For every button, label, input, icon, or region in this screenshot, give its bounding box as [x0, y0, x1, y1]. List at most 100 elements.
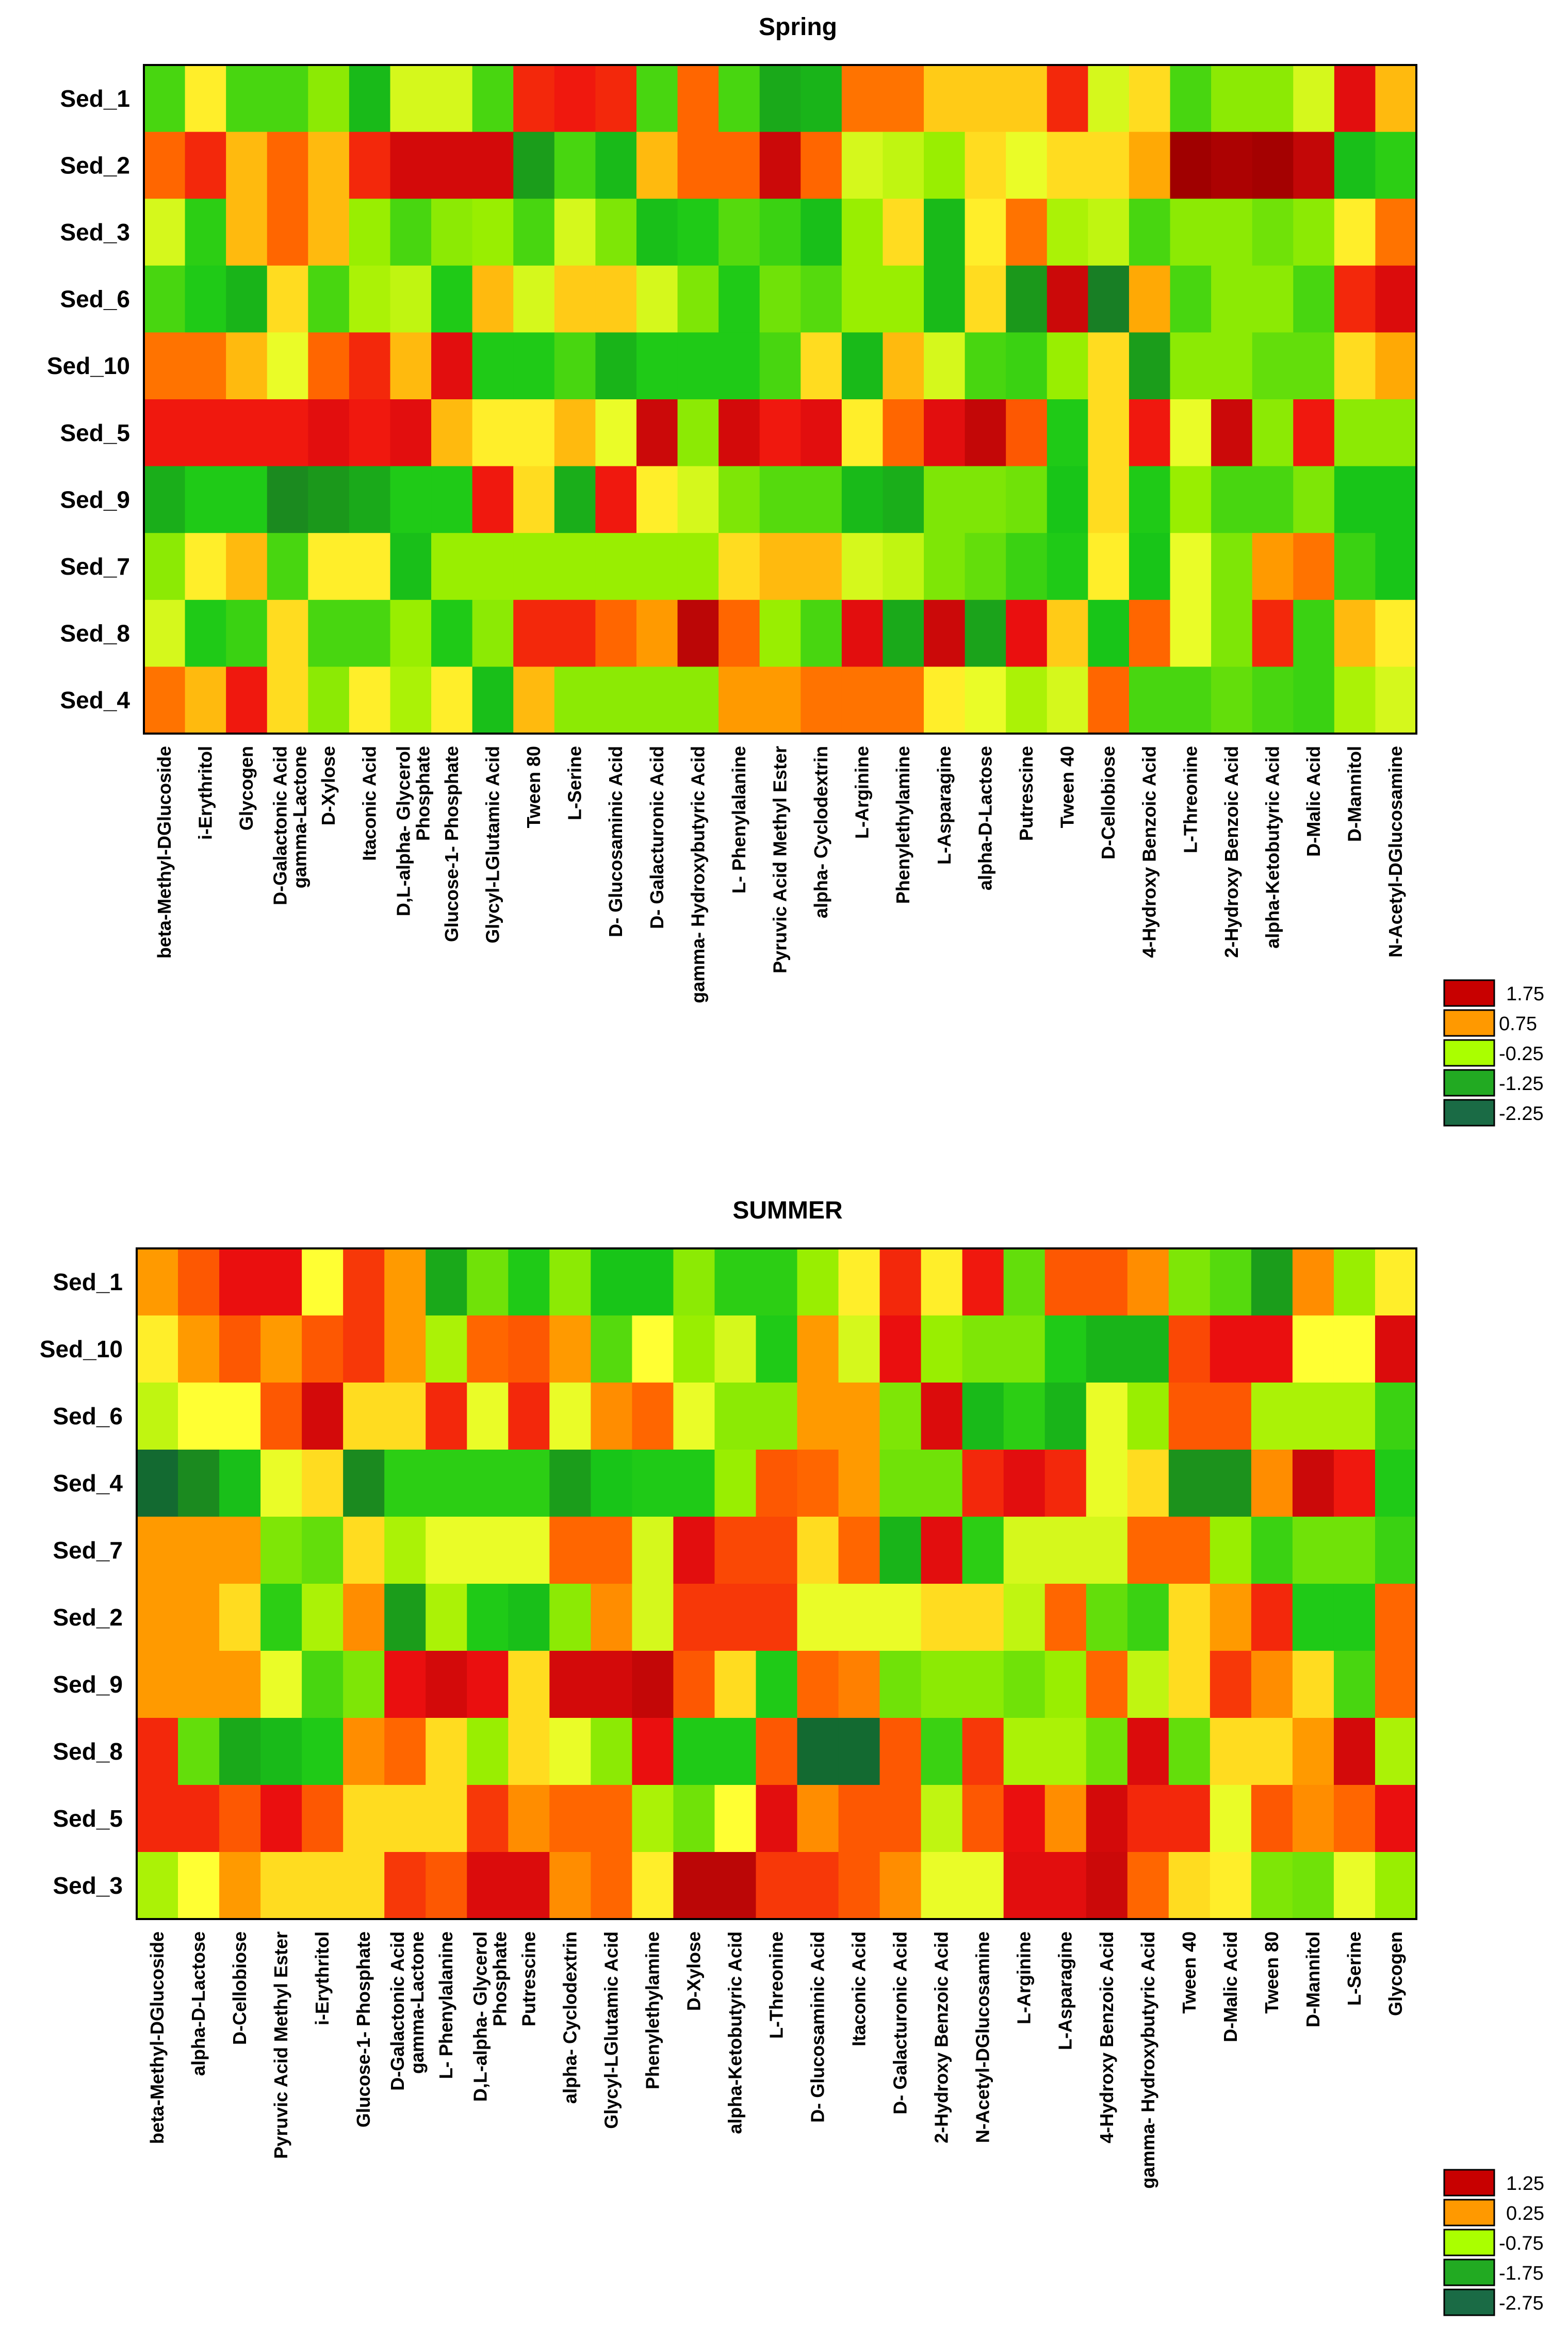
spring-cell — [1170, 265, 1212, 333]
spring-cell — [1088, 199, 1130, 266]
spring-column-label: D- Glucosaminic Acid — [605, 746, 626, 937]
summer-cell — [1251, 1718, 1293, 1785]
summer-cell — [343, 1450, 385, 1517]
summer-cell — [1044, 1651, 1087, 1718]
spring-cell — [513, 65, 555, 133]
spring-cell — [595, 265, 637, 333]
summer-cell — [1086, 1651, 1128, 1718]
spring-column-label: Tween 80 — [523, 746, 544, 828]
spring-cell — [431, 466, 473, 533]
spring-row-label: Sed_2 — [60, 152, 130, 178]
summer-cell — [1292, 1651, 1334, 1718]
summer-cell — [426, 1785, 467, 1853]
summer-cell — [219, 1785, 261, 1853]
summer-cell — [797, 1584, 839, 1651]
summer-cell — [508, 1315, 550, 1383]
summer-row-label: Sed_2 — [53, 1604, 123, 1631]
spring-cell — [472, 132, 514, 199]
summer-row-label: Sed_5 — [53, 1805, 123, 1832]
spring-cell — [390, 667, 432, 734]
summer-row-label: Sed_1 — [53, 1269, 123, 1295]
spring-cell — [965, 399, 1006, 467]
summer-cell — [219, 1315, 261, 1383]
summer-cell — [1210, 1584, 1252, 1651]
summer-cell — [137, 1315, 178, 1383]
spring-cell — [1170, 466, 1212, 533]
spring-cell — [513, 199, 555, 266]
spring-cell — [1129, 399, 1171, 467]
spring-cell — [226, 132, 268, 199]
summer-column-label: D- Galacturonic Acid — [890, 1931, 911, 2115]
spring-cell — [883, 265, 924, 333]
summer-cell — [549, 1852, 591, 1920]
spring-cell — [308, 399, 350, 467]
spring-cell — [308, 667, 350, 734]
spring-cell — [1088, 599, 1130, 667]
summer-cell — [1003, 1785, 1046, 1853]
summer-cell — [1044, 1718, 1087, 1785]
summer-cell — [756, 1718, 798, 1785]
spring-cell — [636, 399, 678, 467]
summer-cell — [591, 1651, 632, 1718]
spring-cell — [1006, 599, 1048, 667]
spring-cell — [144, 533, 186, 600]
summer-cell — [137, 1718, 178, 1785]
spring-column-label: Itaconic Acid — [359, 746, 380, 861]
spring-cell — [513, 466, 555, 533]
spring-cell — [1293, 65, 1335, 133]
spring-cell — [801, 332, 842, 400]
summer-legend-label: -0.75 — [1499, 2233, 1544, 2254]
summer-cell — [673, 1718, 715, 1785]
summer-cell — [714, 1718, 757, 1785]
summer-cell — [962, 1718, 1004, 1785]
summer-cell — [1003, 1315, 1046, 1383]
summer-cell — [921, 1651, 963, 1718]
spring-column-label: D-Malic Acid — [1303, 746, 1324, 857]
summer-cell — [467, 1383, 509, 1450]
spring-cell — [513, 332, 555, 400]
spring-cell — [924, 599, 966, 667]
summer-cell — [797, 1651, 839, 1718]
spring-column-label: Glycyl-LGlutamic Acid — [482, 746, 503, 944]
spring-cell — [267, 265, 308, 333]
spring-cell — [185, 199, 226, 266]
summer-cell — [1086, 1785, 1128, 1853]
summer-cell — [549, 1785, 591, 1853]
summer-cell — [467, 1315, 509, 1383]
spring-cell — [1375, 466, 1417, 533]
summer-cell — [1333, 1584, 1376, 1651]
spring-cell — [1252, 466, 1294, 533]
spring-cell — [718, 199, 760, 266]
summer-cell — [962, 1248, 1004, 1316]
spring-cell — [883, 132, 924, 199]
spring-cell — [1211, 132, 1253, 199]
summer-cell — [1210, 1315, 1252, 1383]
spring-cell — [1211, 332, 1253, 400]
spring-cell — [1129, 65, 1171, 133]
spring-cell — [759, 265, 801, 333]
spring-legend-swatch — [1443, 1099, 1495, 1127]
summer-cell — [838, 1517, 880, 1584]
spring-cell — [349, 466, 391, 533]
spring-cell — [226, 265, 268, 333]
summer-cell — [756, 1584, 798, 1651]
summer-cell — [467, 1584, 509, 1651]
summer-cell — [137, 1785, 178, 1853]
summer-cell — [1086, 1248, 1128, 1316]
spring-cell — [595, 332, 637, 400]
summer-row-labels: Sed_1 Sed_10 Sed_6 Sed_4 Sed_7 Sed_2 Sed_9 Sed_… — [40, 1269, 123, 1899]
summer-column-label: Glycogen — [1385, 1931, 1406, 2016]
summer-column-label: Tween 40 — [1179, 1931, 1200, 2013]
spring-cell — [718, 65, 760, 133]
summer-cell — [1127, 1517, 1169, 1584]
spring-cell — [1088, 667, 1130, 734]
summer-cell — [632, 1651, 674, 1718]
summer-row-label: Sed_8 — [53, 1738, 123, 1765]
spring-cell — [965, 199, 1006, 266]
summer-cell — [1044, 1785, 1087, 1853]
summer-cell — [260, 1785, 302, 1853]
spring-cell — [554, 466, 596, 533]
spring-cell — [1211, 65, 1253, 133]
spring-cell — [144, 667, 186, 734]
summer-cell — [879, 1584, 922, 1651]
